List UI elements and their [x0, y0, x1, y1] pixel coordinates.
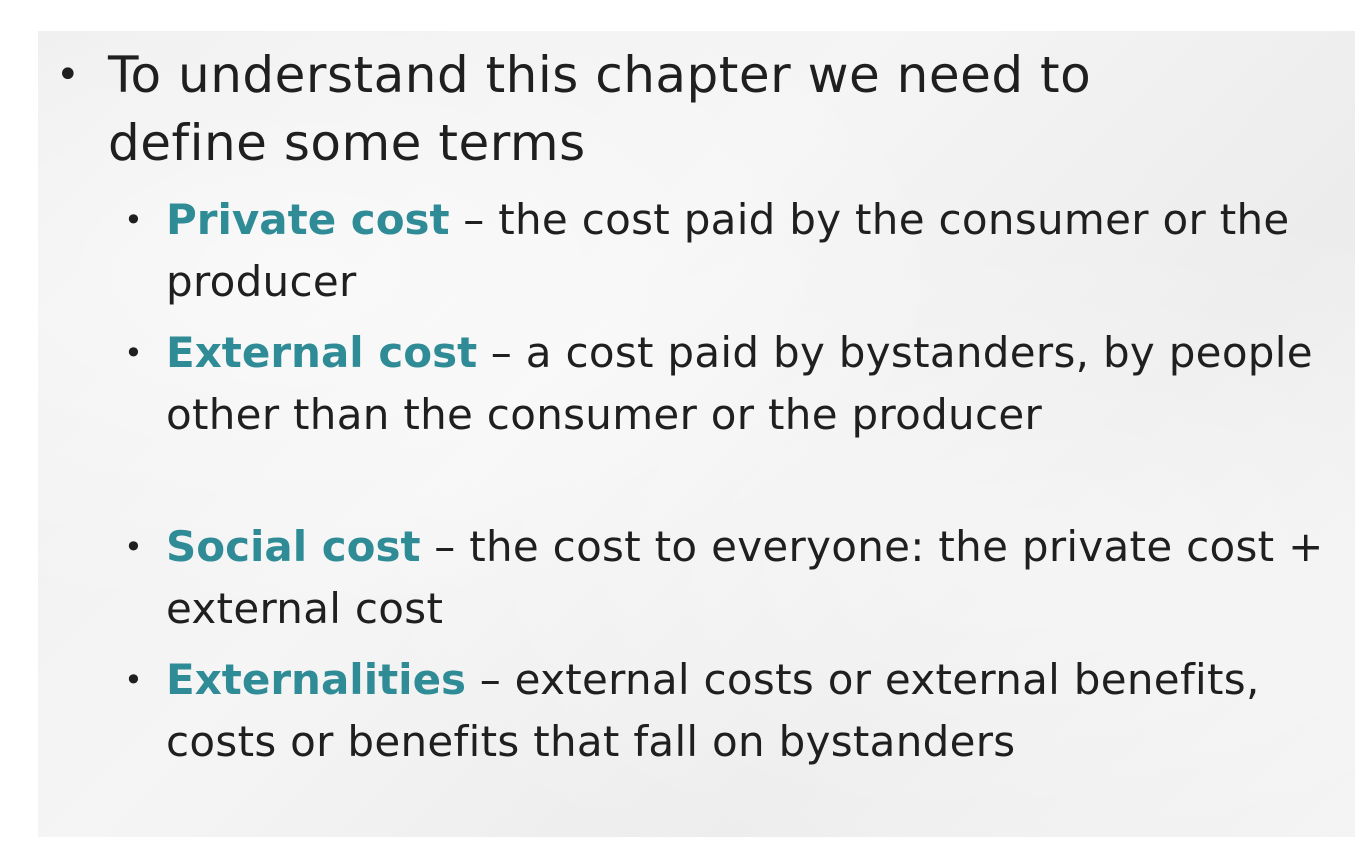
definition-text: – the cost to everyone: the private cost… [166, 522, 1324, 633]
bullet-dot-icon: • [124, 661, 144, 699]
definition-text: – the cost paid by the consumer or the p… [166, 195, 1290, 306]
main-bullet: • To understand this chapter we need to … [56, 41, 1248, 177]
bullet-dot-icon: • [124, 334, 144, 372]
definition-text: – a cost paid by bystanders, by people o… [166, 328, 1313, 439]
definition-item-external-cost: • External cost – a cost paid by bystand… [124, 322, 1346, 446]
bullet-dot-icon: • [124, 201, 144, 239]
definition-item-social-cost: • Social cost – the cost to everyone: th… [124, 516, 1346, 640]
definition-term: Externalities [166, 655, 467, 704]
definition-item-externalities: • Externalities – external costs or exte… [124, 649, 1346, 773]
definition-item-private-cost: • Private cost – the cost paid by the co… [124, 189, 1346, 313]
main-bullet-text: To understand this chapter we need to de… [108, 46, 1092, 172]
definition-term: External cost [166, 328, 478, 377]
definition-term: Social cost [166, 522, 421, 571]
bullet-dot-icon: • [124, 528, 144, 566]
definition-text: – external costs or external benefits, c… [166, 655, 1260, 766]
definition-term: Private cost [166, 195, 450, 244]
bullet-dot-icon: • [56, 52, 81, 98]
slide: • To understand this chapter we need to … [38, 31, 1355, 837]
